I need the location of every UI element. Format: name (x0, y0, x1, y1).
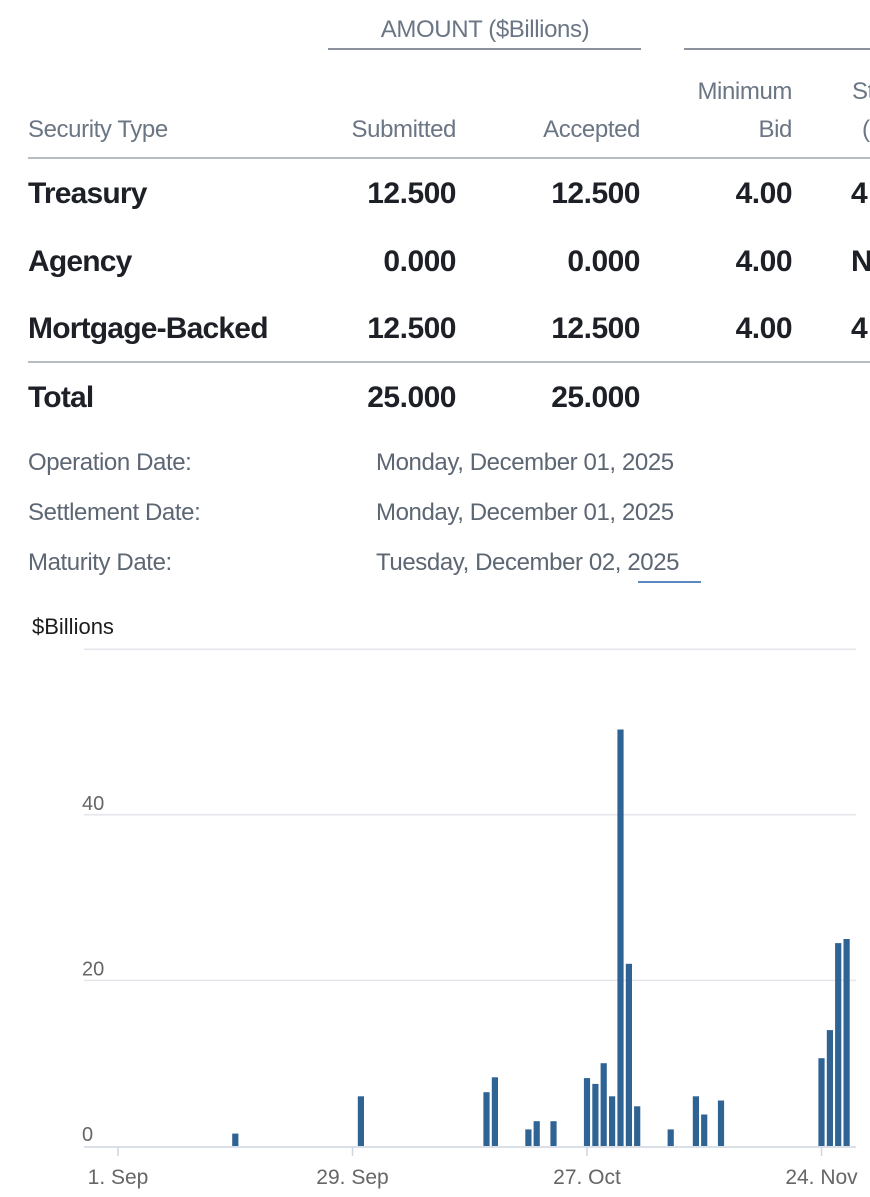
bar (533, 1121, 540, 1146)
col-header-cut-line1: St (852, 78, 870, 105)
y-tick-label: 40 (82, 793, 104, 815)
bar (634, 1106, 641, 1146)
row-cut-value: N (851, 245, 870, 278)
y-tick-label: 20 (82, 958, 104, 980)
bar (592, 1083, 599, 1146)
bar (617, 729, 624, 1146)
bar (701, 1114, 708, 1146)
bar (525, 1129, 532, 1146)
bar-chart: 0 20 40 1. Sep 29. Sep 27. Oct 24. Nov (82, 648, 858, 1189)
x-tick-label: 27. Oct (553, 1166, 621, 1189)
row-min-bid: 4.00 (735, 245, 793, 278)
amount-group-underline (328, 48, 641, 50)
scrollbar-indicator[interactable] (638, 581, 701, 583)
bar (692, 1096, 699, 1146)
bar (818, 1058, 825, 1146)
total-label: Total (28, 381, 94, 414)
col-header-security-type: Security Type (28, 116, 168, 143)
row-submitted: 12.500 (367, 177, 456, 210)
bar (583, 1078, 591, 1146)
col-header-cut-line2: ( (862, 116, 870, 143)
bar (835, 943, 842, 1146)
bar (717, 1100, 725, 1146)
bar (600, 1063, 607, 1146)
bar (667, 1129, 674, 1146)
row-accepted: 12.500 (551, 312, 640, 345)
bar (357, 1096, 364, 1146)
row-label: Mortgage-Backed (28, 312, 269, 345)
settlement-date-label: Settlement Date: (28, 499, 201, 526)
chart-y-title: $Billions (32, 614, 114, 639)
operation-date-label: Operation Date: (28, 449, 192, 476)
row-accepted: 12.500 (551, 177, 640, 210)
maturity-date-label: Maturity Date: (28, 549, 172, 576)
settlement-date-value: Monday, December 01, 2025 (376, 499, 674, 526)
row-submitted: 0.000 (383, 245, 456, 278)
rate-group-underline (684, 48, 870, 50)
col-header-minimum-line2: Bid (758, 116, 793, 143)
col-header-submitted: Submitted (351, 116, 457, 143)
total-divider (28, 361, 870, 363)
row-min-bid: 4.00 (735, 312, 793, 345)
bar (625, 963, 632, 1146)
row-cut-value: 4 (851, 177, 868, 210)
row-cut-value: 4 (851, 312, 868, 345)
bar (826, 1030, 833, 1146)
bar (491, 1077, 498, 1146)
x-tick-label: 1. Sep (88, 1166, 149, 1189)
bar (843, 939, 850, 1146)
row-submitted: 12.500 (367, 312, 456, 345)
maturity-date-value: Tuesday, December 02, 2025 (376, 549, 680, 576)
bar (232, 1133, 239, 1146)
bar (609, 1096, 616, 1146)
col-header-minimum-line1: Minimum (697, 78, 792, 105)
row-min-bid: 4.00 (735, 177, 793, 210)
operation-date-value: Monday, December 01, 2025 (376, 449, 674, 476)
header-divider (28, 157, 870, 159)
bar (483, 1092, 490, 1146)
row-accepted: 0.000 (567, 245, 640, 278)
amount-group-header: AMOUNT ($Billions) (380, 16, 590, 43)
row-label: Treasury (28, 177, 147, 210)
total-accepted: 25.000 (551, 381, 640, 414)
x-tick-label: 29. Sep (316, 1166, 388, 1189)
col-header-accepted: Accepted (543, 116, 640, 143)
y-tick-label: 0 (82, 1124, 93, 1146)
bar (550, 1121, 557, 1146)
row-label: Agency (28, 245, 132, 278)
x-tick-label: 24. Nov (785, 1166, 858, 1189)
total-submitted: 25.000 (367, 381, 456, 414)
